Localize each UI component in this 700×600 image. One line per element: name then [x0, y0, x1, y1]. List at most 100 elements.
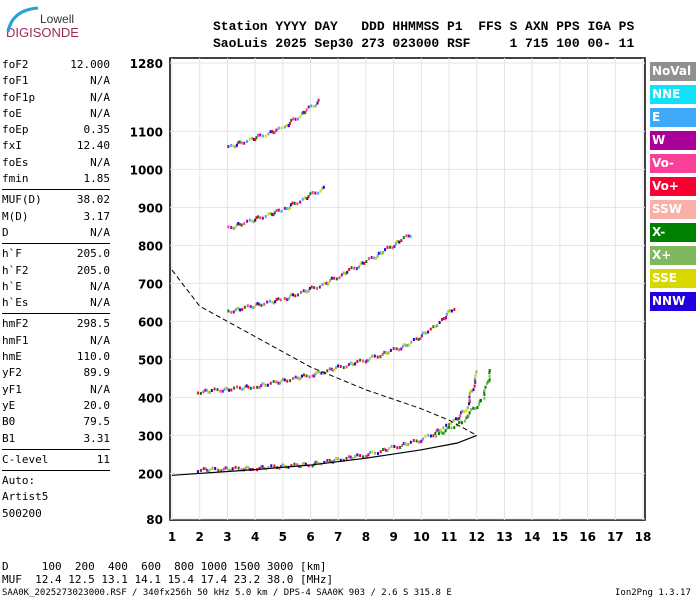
echo-point [232, 144, 235, 148]
echo-point [376, 254, 379, 258]
echo-point [334, 366, 337, 370]
echo-point [267, 212, 270, 216]
echo-point [401, 443, 404, 447]
scaled-parameters: foF2 12.000 foF1 N/A foF1p N/A foE N/A foEp 0.35 f… [2, 57, 110, 522]
echo-point [261, 382, 264, 386]
echo-point [310, 104, 313, 108]
echo-point [310, 285, 313, 289]
echo-point [415, 439, 418, 443]
param-row: yE 20.0 [2, 398, 110, 414]
echo-point [483, 392, 486, 396]
echo-point [246, 219, 249, 223]
echo-point [318, 285, 321, 289]
echo-point [385, 351, 388, 355]
echo-point [465, 416, 468, 420]
echo-point [299, 200, 302, 204]
echo-point [230, 226, 233, 230]
echo-point [293, 462, 296, 466]
echo-point [208, 390, 211, 394]
echo-point [234, 225, 237, 229]
echo-point [398, 240, 401, 244]
echo-point [394, 242, 397, 246]
echo-point [445, 426, 448, 430]
echo-point [248, 137, 251, 141]
echo-point [368, 356, 371, 360]
legend-item-xminus: X- [650, 223, 696, 242]
electron-density-profile [171, 434, 477, 476]
param-row: MUF(D) 38.02 [2, 192, 110, 208]
param-name: B0 [2, 415, 16, 429]
echo-point [305, 196, 308, 200]
echo-point [279, 298, 282, 302]
echo-point [302, 373, 305, 377]
echo-point [355, 267, 358, 271]
echo-point [439, 428, 442, 432]
echo-point [473, 384, 476, 388]
echo-point [243, 305, 246, 309]
echo-point [383, 350, 386, 354]
echo-point [237, 466, 240, 470]
echo-point [308, 286, 311, 290]
echo-point [241, 307, 244, 311]
echo-point [273, 464, 276, 468]
echo-point [204, 467, 207, 471]
echo-point [305, 374, 308, 378]
echo-point [450, 309, 453, 313]
echo-point [461, 409, 464, 413]
echo-point [242, 387, 245, 391]
echo-point [205, 389, 208, 393]
echo-point [360, 261, 363, 265]
echo-point [261, 134, 264, 138]
echo-point [376, 451, 379, 455]
param-row: h`Es N/A [2, 295, 110, 311]
echo-point [227, 468, 230, 472]
echo-point [258, 386, 261, 390]
echo-point [280, 379, 283, 383]
echo-point [279, 381, 282, 385]
echo-point [415, 337, 418, 341]
echo-point [311, 464, 314, 468]
param-name: h`Es [2, 296, 29, 310]
echo-point [266, 300, 269, 304]
echo-point [269, 381, 272, 385]
echo-point [317, 370, 320, 374]
echo-point [459, 414, 462, 418]
echo-point [222, 467, 225, 471]
echo-point [412, 337, 415, 341]
y-tick-label: 200 [138, 467, 163, 481]
echo-point [349, 361, 352, 365]
param-row: M(D) 3.17 [2, 209, 110, 225]
echo-point [467, 414, 470, 418]
echo-point [213, 387, 216, 391]
echo-point [488, 378, 491, 382]
param-value: 3.17 [83, 209, 111, 223]
param-value: N/A [90, 106, 110, 120]
echo-point [384, 350, 387, 354]
echo-point [272, 131, 275, 135]
echo-point [246, 304, 249, 308]
echo-point [445, 312, 448, 316]
echo-point [264, 134, 267, 138]
echo-point [373, 354, 376, 358]
echo-point [236, 306, 239, 310]
echo-point [376, 355, 379, 359]
param-row: foEs N/A [2, 155, 110, 171]
echo-point [319, 189, 322, 193]
echo-point [297, 117, 300, 121]
param-name: hmF2 [2, 317, 29, 331]
echo-point [252, 220, 255, 224]
echo-point [395, 347, 398, 351]
echo-point [450, 426, 453, 430]
echo-point [317, 98, 320, 102]
echo-point [440, 318, 443, 322]
echo-point [321, 186, 324, 190]
echo-point [410, 340, 413, 344]
echo-point [227, 309, 230, 313]
echo-point [359, 454, 362, 458]
echo-point [366, 454, 369, 458]
param-name: foF2 [2, 58, 29, 71]
echo-point [226, 387, 229, 391]
echo-point [380, 251, 383, 255]
echo-point [333, 368, 336, 372]
distance-row: D 100 200 400 600 800 1000 1500 3000 [km… [2, 560, 327, 573]
